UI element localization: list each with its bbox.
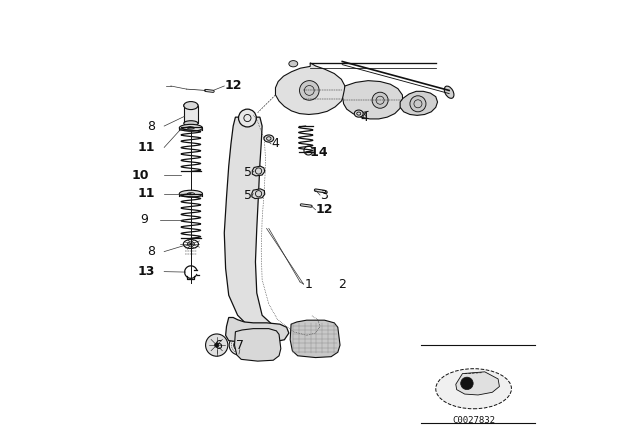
- Circle shape: [410, 96, 426, 112]
- Text: 4: 4: [360, 111, 368, 124]
- Ellipse shape: [436, 369, 511, 409]
- Circle shape: [234, 340, 244, 350]
- Text: 11: 11: [138, 141, 156, 154]
- Text: 10: 10: [131, 168, 148, 181]
- Text: 12: 12: [316, 203, 333, 216]
- Ellipse shape: [188, 193, 195, 195]
- Circle shape: [214, 343, 219, 347]
- Polygon shape: [226, 318, 289, 343]
- Polygon shape: [224, 117, 273, 327]
- Polygon shape: [252, 166, 265, 176]
- Text: 5: 5: [244, 189, 252, 202]
- Polygon shape: [456, 372, 499, 395]
- Circle shape: [229, 335, 249, 355]
- Polygon shape: [400, 91, 438, 116]
- Text: 8: 8: [147, 120, 156, 133]
- Ellipse shape: [444, 86, 454, 98]
- Polygon shape: [234, 329, 281, 361]
- Text: 4: 4: [271, 138, 279, 151]
- Ellipse shape: [188, 127, 195, 129]
- Ellipse shape: [179, 190, 202, 197]
- Polygon shape: [275, 63, 345, 115]
- Circle shape: [372, 92, 388, 108]
- Ellipse shape: [264, 135, 274, 142]
- Text: C0027832: C0027832: [452, 416, 495, 425]
- Polygon shape: [290, 320, 340, 358]
- Circle shape: [205, 334, 228, 356]
- Text: 3: 3: [320, 189, 328, 202]
- Text: -14: -14: [306, 146, 328, 159]
- Text: 5: 5: [244, 166, 252, 179]
- Circle shape: [239, 109, 257, 127]
- Polygon shape: [342, 81, 403, 119]
- Text: 1: 1: [305, 278, 312, 291]
- Ellipse shape: [184, 121, 198, 126]
- Polygon shape: [252, 189, 265, 198]
- Ellipse shape: [355, 110, 363, 117]
- Text: 11: 11: [138, 187, 156, 200]
- Circle shape: [461, 377, 473, 390]
- Ellipse shape: [289, 60, 298, 67]
- Text: 7: 7: [236, 339, 244, 352]
- Text: 12: 12: [224, 79, 242, 92]
- Ellipse shape: [184, 103, 198, 108]
- Ellipse shape: [184, 102, 198, 110]
- Bar: [184, 106, 198, 123]
- Text: 9: 9: [141, 213, 148, 226]
- Text: 6: 6: [214, 339, 221, 352]
- Text: 2: 2: [338, 278, 346, 291]
- Text: 13: 13: [138, 265, 156, 278]
- Circle shape: [300, 81, 319, 100]
- Ellipse shape: [179, 125, 202, 131]
- Text: 8: 8: [147, 245, 156, 258]
